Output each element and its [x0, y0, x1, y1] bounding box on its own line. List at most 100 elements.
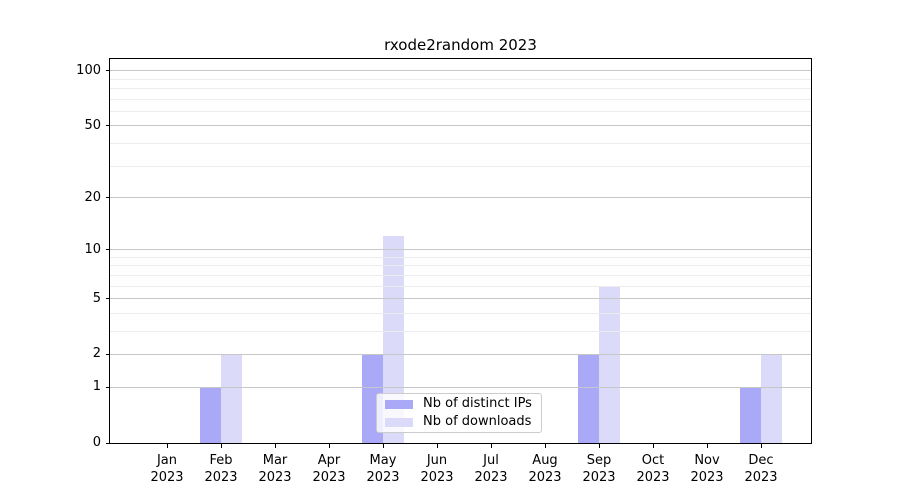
- minor-gridline: [110, 274, 811, 276]
- x-tick-month: Aug: [532, 453, 558, 468]
- x-tick-label: Sep 2023: [564, 452, 634, 486]
- x-tick-month: Feb: [209, 453, 233, 468]
- minor-gridline: [110, 265, 811, 267]
- x-tick-label: Mar 2023: [240, 452, 310, 486]
- x-tick-mark: [544, 444, 546, 448]
- minor-gridline: [110, 330, 811, 332]
- major-gridline: [110, 386, 811, 388]
- y-tick-label: 0: [92, 435, 101, 450]
- chart-title: rxode2random 2023: [384, 36, 537, 54]
- x-tick-year: 2023: [366, 470, 400, 485]
- x-tick-year: 2023: [528, 470, 562, 485]
- bar-downloads: [599, 286, 620, 443]
- minor-gridline: [110, 78, 811, 80]
- x-tick-year: 2023: [474, 470, 508, 485]
- x-tick-month: Jan: [156, 453, 178, 468]
- legend-item-downloads: Nb of downloads: [385, 415, 541, 429]
- legend-label-downloads: Nb of downloads: [423, 414, 532, 429]
- x-tick-year: 2023: [420, 470, 454, 485]
- minor-gridline: [110, 143, 811, 145]
- y-tick-mark: [106, 249, 110, 251]
- bar-distinct-ips: [200, 387, 221, 443]
- x-tick-mark: [490, 444, 492, 448]
- x-tick-month: May: [369, 453, 397, 468]
- x-tick-label: Nov 2023: [672, 452, 742, 486]
- x-tick-year: 2023: [636, 470, 670, 485]
- major-gridline: [110, 249, 811, 251]
- y-tick-mark: [106, 197, 110, 198]
- legend-swatch-downloads: [385, 417, 413, 427]
- x-tick-label: May 2023: [348, 452, 418, 486]
- y-tick-label: 100: [76, 62, 101, 78]
- x-tick-mark: [382, 444, 384, 448]
- major-gridline: [110, 298, 811, 300]
- legend-swatch-distinct-ips: [385, 399, 413, 409]
- minor-gridline: [110, 256, 811, 258]
- bar-downloads: [221, 354, 242, 443]
- minor-gridline: [110, 111, 811, 113]
- x-tick-mark: [436, 444, 438, 448]
- bar-distinct-ips: [740, 387, 761, 443]
- x-tick-month: Oct: [641, 453, 665, 468]
- x-tick-month: Nov: [694, 453, 720, 468]
- bars-layer: [110, 59, 811, 443]
- y-tick-mark: [106, 125, 110, 127]
- x-tick-label: Oct 2023: [618, 452, 688, 486]
- y-tick-label: 50: [84, 117, 101, 133]
- x-tick-mark: [328, 444, 330, 448]
- x-tick-mark: [220, 444, 222, 448]
- x-tick-month: Jun: [426, 453, 448, 468]
- x-tick-mark: [652, 444, 654, 448]
- x-tick-label: Jun 2023: [402, 452, 472, 486]
- y-tick-label: 5: [92, 290, 101, 306]
- x-tick-label: Dec 2023: [726, 452, 796, 486]
- y-tick-mark: [106, 353, 110, 355]
- minor-gridline: [110, 285, 811, 287]
- major-gridline: [110, 125, 811, 127]
- y-tick-mark: [106, 442, 110, 444]
- grid-layer: [110, 59, 811, 443]
- legend-item-distinct-ips: Nb of distinct IPs: [385, 397, 541, 411]
- x-tick-mark: [598, 444, 600, 448]
- legend: Nb of distinct IPs Nb of downloads: [376, 393, 542, 433]
- plot-area: Nb of distinct IPs Nb of downloads: [109, 58, 812, 444]
- y-tick-mark: [106, 70, 110, 72]
- x-tick-year: 2023: [744, 470, 778, 485]
- x-tick-year: 2023: [690, 470, 724, 485]
- x-tick-month: Dec: [748, 453, 774, 468]
- x-tick-month: Sep: [586, 453, 612, 468]
- x-tick-month: Jul: [483, 453, 499, 468]
- y-tick-label: 1: [92, 379, 101, 395]
- x-tick-year: 2023: [150, 470, 184, 485]
- x-tick-mark: [706, 444, 708, 448]
- minor-gridline: [110, 98, 811, 100]
- x-tick-year: 2023: [258, 470, 292, 485]
- x-tick-label: Aug 2023: [510, 452, 580, 486]
- minor-gridline: [110, 165, 811, 167]
- x-tick-month: Apr: [317, 453, 341, 468]
- y-tick-mark: [106, 298, 110, 300]
- x-tick-mark: [166, 444, 168, 448]
- minor-gridline: [110, 88, 811, 90]
- y-tick-label: 20: [84, 189, 101, 205]
- x-tick-mark: [274, 444, 276, 448]
- x-tick-year: 2023: [582, 470, 616, 485]
- bar-downloads: [383, 236, 404, 443]
- major-gridline: [110, 197, 811, 198]
- x-tick-year: 2023: [204, 470, 238, 485]
- legend-label-distinct-ips: Nb of distinct IPs: [423, 396, 532, 411]
- major-gridline: [110, 353, 811, 355]
- x-tick-year: 2023: [312, 470, 346, 485]
- x-tick-mark: [760, 444, 762, 448]
- bar-downloads: [761, 354, 782, 443]
- x-tick-label: Jul 2023: [456, 452, 526, 486]
- x-tick-label: Jan 2023: [132, 452, 202, 486]
- x-tick-label: Feb 2023: [186, 452, 256, 486]
- x-tick-label: Apr 2023: [294, 452, 364, 486]
- y-tick-label: 2: [92, 346, 101, 362]
- minor-gridline: [110, 312, 811, 314]
- y-tick-mark: [106, 386, 110, 388]
- major-gridline: [110, 70, 811, 72]
- bar-distinct-ips: [578, 354, 599, 443]
